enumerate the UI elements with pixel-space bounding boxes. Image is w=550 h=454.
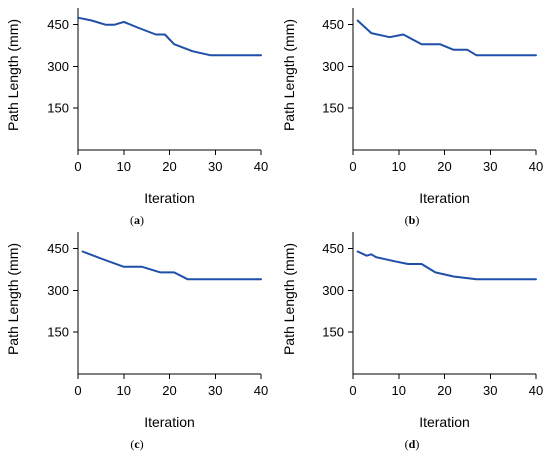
x-tick-label: 0 <box>349 383 356 398</box>
y-tick-label: 150 <box>47 101 69 116</box>
panel-label: (a) <box>130 213 144 227</box>
y-tick-label: 300 <box>47 59 69 74</box>
y-axis-title: Path Length (mm) <box>5 19 21 131</box>
y-tick-label: 300 <box>322 283 344 298</box>
x-tick-label: 30 <box>483 159 497 174</box>
panel-label: (c) <box>130 437 143 451</box>
chart-panel-2: 0 10 20 30 40 150 300 450 Iteration Path Length (… <box>281 8 543 227</box>
x-tick-label: 10 <box>117 159 131 174</box>
y-tick-label: 450 <box>322 17 344 32</box>
y-tick-label: 150 <box>322 325 344 340</box>
y-tick-label: 150 <box>322 101 344 116</box>
y-axis-title: Path Length (mm) <box>5 243 21 355</box>
series-line <box>81 250 262 281</box>
panel-label: (b) <box>405 213 420 227</box>
x-tick-label: 30 <box>483 383 497 398</box>
x-tick-label: 40 <box>254 159 268 174</box>
x-axis-title: Iteration <box>419 414 470 430</box>
x-tick-label: 0 <box>74 383 81 398</box>
x-tick-label: 20 <box>437 383 451 398</box>
x-tick-label: 0 <box>74 159 81 174</box>
x-tick-label: 40 <box>529 159 543 174</box>
y-tick-label: 450 <box>47 17 69 32</box>
y-axis-title: Path Length (mm) <box>281 243 297 355</box>
x-axis-title: Iteration <box>419 190 470 206</box>
x-axis-title: Iteration <box>144 190 195 206</box>
x-tick-label: 10 <box>392 383 406 398</box>
x-tick-label: 0 <box>349 159 356 174</box>
x-tick-label: 30 <box>208 159 222 174</box>
y-tick-label: 450 <box>47 241 69 256</box>
x-tick-label: 20 <box>162 159 176 174</box>
x-axis-title: Iteration <box>144 414 195 430</box>
y-tick-label: 300 <box>47 283 69 298</box>
x-tick-label: 20 <box>437 159 451 174</box>
y-tick-label: 300 <box>322 59 344 74</box>
chart-panel-1: 0 10 20 30 40 150 300 450 Iteration Path Length (… <box>5 8 268 227</box>
x-tick-label: 40 <box>529 383 543 398</box>
chart-panel-3: 0 10 20 30 40 150 300 450 Iteration Path Length (… <box>5 232 268 451</box>
series-line <box>356 250 537 281</box>
x-tick-label: 40 <box>254 383 268 398</box>
y-tick-label: 150 <box>47 325 69 340</box>
x-tick-label: 10 <box>117 383 131 398</box>
series-line <box>356 19 537 57</box>
chart-panel-4: 0 10 20 30 40 150 300 450 Iteration Path Length (… <box>281 232 543 451</box>
y-axis-title: Path Length (mm) <box>281 19 297 131</box>
panel-label: (d) <box>405 437 420 451</box>
y-tick-label: 450 <box>322 241 344 256</box>
x-tick-label: 10 <box>392 159 406 174</box>
x-tick-label: 20 <box>162 383 176 398</box>
x-tick-label: 30 <box>208 383 222 398</box>
series-line <box>77 16 262 57</box>
